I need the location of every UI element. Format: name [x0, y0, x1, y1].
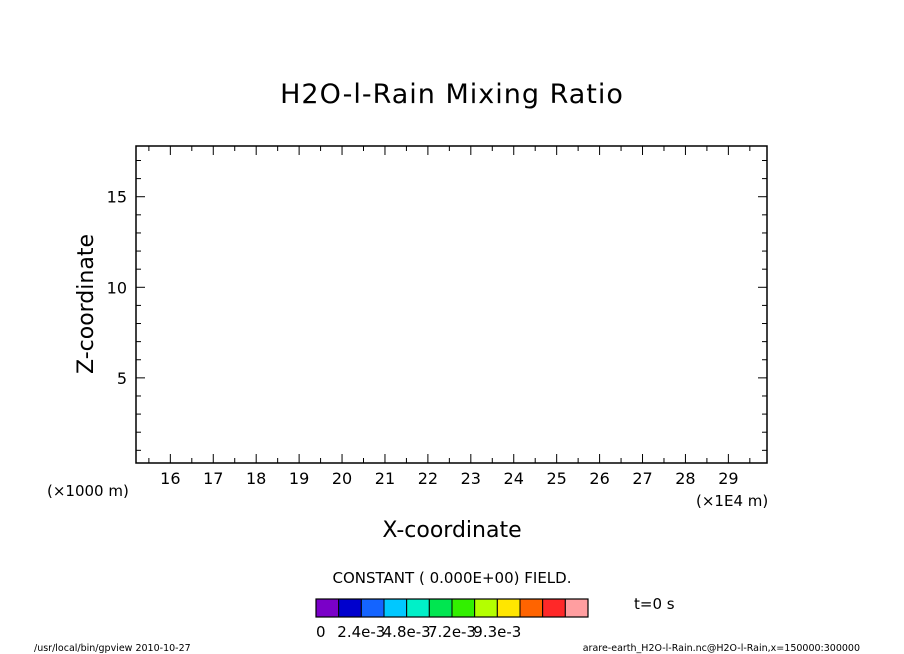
colorbar-cell	[474, 598, 498, 618]
x-tick-label: 17	[203, 469, 223, 488]
x-unit-left: (×1000 m)	[47, 482, 129, 500]
x-tick-label: 22	[418, 469, 438, 488]
x-tick-label: 28	[675, 469, 695, 488]
colorbar-cell	[496, 598, 521, 618]
colorbar-cell	[451, 598, 476, 618]
x-tick-label: 26	[589, 469, 609, 488]
x-axis-ticks: 16 17 18 19 20 21 22 23 24 25 26 27 28 29	[148, 146, 751, 488]
colorbar-cell	[315, 598, 340, 618]
x-tick-label: 29	[718, 469, 738, 488]
colorbar	[315, 598, 589, 618]
y-axis-label: Z-coordinate	[74, 234, 99, 374]
footer-right: arare-earth_H2O-l-Rain.nc@H2O-l-Rain,x=1…	[583, 643, 860, 654]
y-tick-label: 5	[117, 369, 127, 388]
field-message: CONSTANT ( 0.000E+00) FIELD.	[333, 569, 572, 587]
colorbar-labels: 0 2.4e-34.8e-37.2e-39.3e-3	[316, 623, 521, 641]
x-tick-label: 25	[546, 469, 566, 488]
x-tick-label: 23	[461, 469, 481, 488]
colorbar-frame	[315, 598, 589, 618]
y-tick-label: 15	[107, 188, 127, 207]
x-axis-label: X-coordinate	[382, 518, 521, 543]
x-tick-label: 18	[246, 469, 266, 488]
x-tick-label: 20	[332, 469, 352, 488]
colorbar-tick-label: 4.8e-3	[383, 623, 431, 641]
x-tick-label: 21	[375, 469, 395, 488]
chart-title: H2O-l-Rain Mixing Ratio	[280, 79, 624, 110]
x-tick-label: 16	[160, 469, 180, 488]
time-label: t=0 s	[634, 595, 675, 613]
plot-frame	[135, 145, 768, 464]
colorbar-cell	[406, 598, 430, 618]
colorbar-cell	[383, 598, 408, 618]
colorbar-cell	[360, 598, 385, 618]
footer-left: /usr/local/bin/gpview 2010-10-27	[34, 643, 191, 654]
colorbar-tick-label: 2.4e-3	[337, 623, 385, 641]
colorbar-cell	[542, 598, 566, 618]
colorbar-cell	[519, 598, 544, 618]
colorbar-cell	[564, 598, 589, 618]
x-tick-label: 27	[632, 469, 652, 488]
colorbar-cell	[428, 598, 453, 618]
colorbar-tick-label: 0	[316, 623, 326, 641]
x-tick-label: 19	[289, 469, 309, 488]
x-tick-label: 24	[504, 469, 524, 488]
colorbar-tick-label: 9.3e-3	[473, 623, 521, 641]
y-tick-label: 10	[107, 278, 127, 297]
colorbar-cell	[338, 598, 362, 618]
y-axis-ticks: 5 10 15	[107, 159, 767, 451]
x-unit-right: (×1E4 m)	[696, 492, 768, 510]
colorbar-tick-label: 7.2e-3	[428, 623, 476, 641]
